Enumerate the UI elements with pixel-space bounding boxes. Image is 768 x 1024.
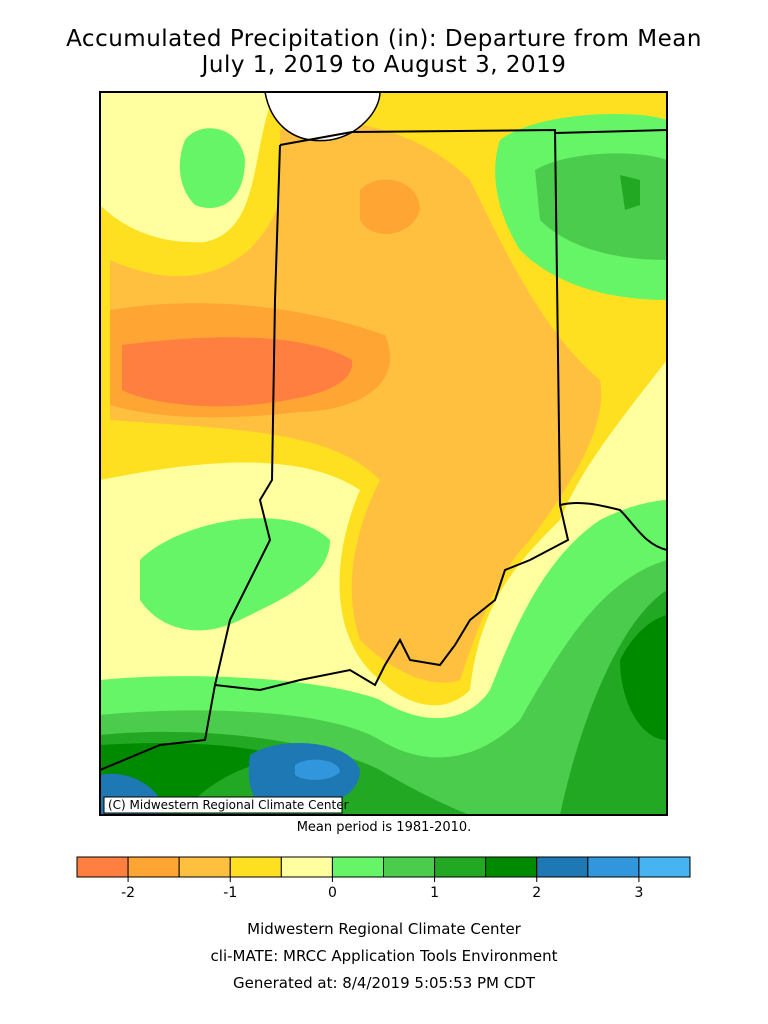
colorbar-bin xyxy=(434,856,487,878)
contour xyxy=(179,128,245,208)
subtitle: July 1, 2019 to August 3, 2019 xyxy=(200,52,567,78)
contour xyxy=(122,337,353,407)
colorbar-tick-label: -2 xyxy=(121,885,135,901)
colorbar-bin xyxy=(229,856,282,878)
footer-line: Generated at: 8/4/2019 5:05:53 PM CDT xyxy=(233,974,536,992)
state-border xyxy=(214,504,570,692)
colorbar-tick-label: -1 xyxy=(223,885,237,901)
note: Mean period is 1981-2010. xyxy=(297,820,472,835)
colorbar-tick-label: 0 xyxy=(328,885,337,901)
lake-michigan xyxy=(264,92,381,142)
colorbar-tick-label: 2 xyxy=(532,885,541,901)
state-border xyxy=(279,128,667,551)
colorbar-bin xyxy=(127,856,180,878)
map-frame xyxy=(99,91,668,816)
colorbar-bin xyxy=(383,856,436,878)
state-border xyxy=(554,129,667,134)
contour xyxy=(295,759,340,780)
colorbar-bin xyxy=(280,856,333,878)
colorbar-bin xyxy=(587,856,640,878)
colorbar-tick-label: 3 xyxy=(634,885,643,901)
colorbar-bin xyxy=(178,856,231,878)
copyright-box xyxy=(103,796,343,814)
colorbar-bin xyxy=(331,856,384,878)
contour xyxy=(110,122,602,683)
copyright: (C) Midwestern Regional Climate Center xyxy=(108,798,349,812)
colorbar-bin xyxy=(536,856,589,878)
colorbar-bin xyxy=(76,856,129,878)
state-border xyxy=(100,144,281,771)
contour xyxy=(360,179,420,234)
contour xyxy=(620,615,667,740)
colorbar: -2 -1 0 1 2 3 xyxy=(76,856,691,901)
contour-map xyxy=(100,92,667,815)
footer-line: cli-MATE: MRCC Application Tools Environ… xyxy=(211,947,558,965)
colorbar-tick-label: 1 xyxy=(430,885,439,901)
footer-line: Midwestern Regional Climate Center xyxy=(247,920,522,938)
contour xyxy=(140,518,330,631)
colorbar-bin xyxy=(638,856,691,878)
contour xyxy=(620,175,640,210)
colorbar-bin xyxy=(485,856,538,878)
title: Accumulated Precipitation (in): Departur… xyxy=(66,26,702,52)
